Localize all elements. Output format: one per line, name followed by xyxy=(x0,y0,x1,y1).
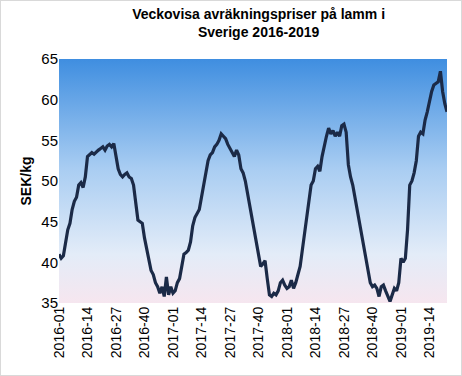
svg-text:2017-27: 2017-27 xyxy=(222,307,238,359)
svg-text:40: 40 xyxy=(41,254,58,271)
svg-text:2018-40: 2018-40 xyxy=(364,307,380,359)
svg-text:65: 65 xyxy=(41,50,58,67)
svg-text:2016-01: 2016-01 xyxy=(51,307,67,359)
svg-text:35: 35 xyxy=(41,294,58,311)
svg-text:2018-27: 2018-27 xyxy=(336,307,352,359)
svg-text:2018-01: 2018-01 xyxy=(279,307,295,359)
svg-text:2019-14: 2019-14 xyxy=(421,307,437,359)
svg-text:2019-01: 2019-01 xyxy=(393,307,409,359)
svg-text:2017-14: 2017-14 xyxy=(193,307,209,359)
svg-text:2017-01: 2017-01 xyxy=(165,307,181,359)
svg-text:2017-40: 2017-40 xyxy=(250,307,266,359)
svg-text:2016-14: 2016-14 xyxy=(79,307,95,359)
svg-text:SEK/kg: SEK/kg xyxy=(18,156,34,205)
svg-text:45: 45 xyxy=(41,213,58,230)
svg-text:2016-40: 2016-40 xyxy=(136,307,152,359)
svg-text:2018-14: 2018-14 xyxy=(307,307,323,359)
svg-text:60: 60 xyxy=(41,91,58,108)
svg-text:2016-27: 2016-27 xyxy=(108,307,124,359)
svg-text:55: 55 xyxy=(41,132,58,149)
svg-text:50: 50 xyxy=(41,172,58,189)
svg-text:Veckovisa avräkningspriser på: Veckovisa avräkningspriser på lamm iSver… xyxy=(132,6,385,40)
